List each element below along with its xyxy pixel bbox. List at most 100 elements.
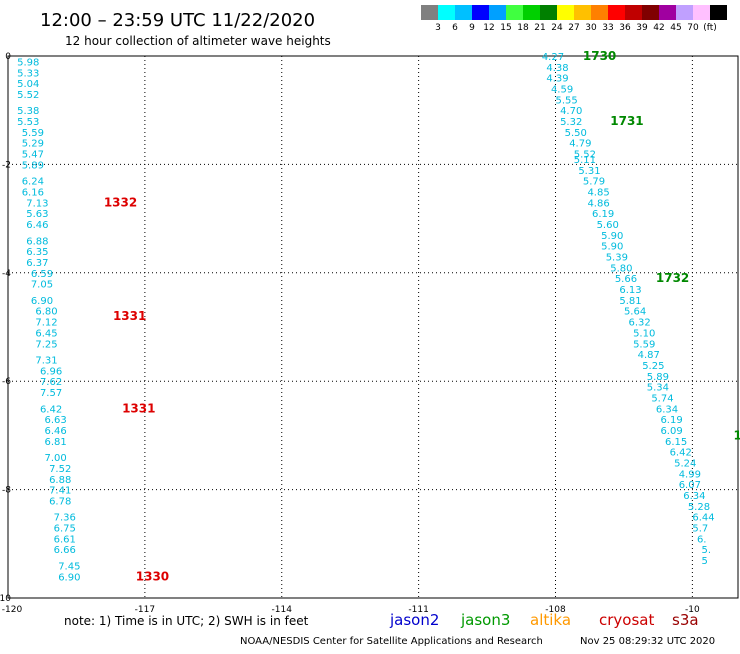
wave-height-value: 6.16 bbox=[22, 188, 44, 199]
wave-height-value: 5 bbox=[702, 556, 708, 567]
colorbar-label: 6 bbox=[452, 23, 458, 33]
wave-height-value: 5.66 bbox=[615, 274, 637, 285]
wave-height-value: 4.85 bbox=[587, 188, 609, 199]
y-tick-label: -10 bbox=[0, 594, 11, 604]
wave-height-value: 6.19 bbox=[660, 415, 682, 426]
satellite-legend-cryosat: cryosat bbox=[599, 611, 654, 629]
wave-height-value: 5.04 bbox=[17, 79, 39, 90]
colorbar-swatch bbox=[591, 5, 608, 20]
wave-height-value: 6.63 bbox=[45, 415, 67, 426]
wave-height-value: 6.80 bbox=[35, 307, 57, 318]
wave-height-value: 6.42 bbox=[670, 448, 692, 459]
colorbar-label: 24 bbox=[551, 23, 563, 33]
colorbar-swatch bbox=[557, 5, 574, 20]
pass-time-label: 1331 bbox=[113, 309, 146, 323]
wave-height-value: 6.19 bbox=[592, 209, 614, 220]
pass-time-label: 1332 bbox=[104, 195, 137, 209]
colorbar-label: 30 bbox=[585, 23, 597, 33]
wave-height-value: 5.34 bbox=[647, 383, 669, 394]
wave-height-value: 7.52 bbox=[49, 464, 71, 475]
colorbar-label: (ft) bbox=[703, 23, 717, 33]
wave-height-value: 6.45 bbox=[35, 328, 57, 339]
wave-height-value: 5.89 bbox=[647, 372, 669, 383]
wave-height-value: 5.29 bbox=[22, 139, 44, 150]
wave-height-value: 6.13 bbox=[619, 285, 641, 296]
colorbar-label: 3 bbox=[435, 23, 441, 33]
x-tick-labels: -120 -117 -114 -111 -108 -10 bbox=[2, 605, 700, 615]
x-tick-label: -108 bbox=[545, 605, 566, 615]
colorbar-swatch bbox=[710, 5, 727, 20]
wave-height-value: 6.44 bbox=[692, 513, 714, 524]
wave-height-value: 5.74 bbox=[651, 393, 673, 404]
wave-height-value: 5.59 bbox=[633, 339, 655, 350]
satellite-legend-s3a: s3a bbox=[672, 611, 699, 629]
wave-height-value: 7.00 bbox=[45, 453, 67, 464]
wave-height-value: 5.64 bbox=[624, 307, 646, 318]
colorbar-label: 39 bbox=[636, 23, 648, 33]
wave-height-value: 6.07 bbox=[679, 480, 701, 491]
wave-height-value: 7.62 bbox=[40, 377, 62, 388]
colorbar-swatch bbox=[625, 5, 642, 20]
y-tick-label: -8 bbox=[2, 486, 11, 496]
wave-height-value: 4.38 bbox=[546, 63, 568, 74]
wave-height-value: 5.59 bbox=[22, 128, 44, 139]
wave-height-value: 5.25 bbox=[642, 361, 664, 372]
satellite-tracks: 5.985.335.045.525.385.535.595.295.475.89… bbox=[17, 49, 740, 583]
satellite-legend-jason3: jason3 bbox=[460, 611, 510, 629]
wave-height-value: 6.88 bbox=[49, 475, 71, 486]
wave-height-value: 7.31 bbox=[35, 356, 57, 367]
footer-note: note: 1) Time is in UTC; 2) SWH is in fe… bbox=[64, 614, 309, 628]
wave-height-value: 5.32 bbox=[560, 117, 582, 128]
colorbar-swatch bbox=[642, 5, 659, 20]
colorbar-label: 36 bbox=[619, 23, 631, 33]
pass-time-label: 1331 bbox=[122, 401, 155, 415]
wave-height-value: 6.90 bbox=[58, 572, 80, 583]
grid-lines bbox=[8, 56, 738, 598]
generated-timestamp: Nov 25 08:29:32 UTC 2020 bbox=[580, 636, 715, 647]
wave-height-value: 5.90 bbox=[601, 242, 623, 253]
wave-height-value: 7.13 bbox=[26, 198, 48, 209]
colorbar-swatch bbox=[693, 5, 710, 20]
pass-time-label: 17 bbox=[733, 428, 740, 442]
wave-height-value: 7.05 bbox=[31, 280, 53, 291]
wave-height-value: 6.81 bbox=[45, 437, 67, 448]
satellite-legend: jason2 jason3 altika cryosat s3a bbox=[389, 611, 699, 629]
wave-height-value: 5.53 bbox=[17, 117, 39, 128]
colorbar-swatch bbox=[421, 5, 438, 20]
colorbar-swatch bbox=[455, 5, 472, 20]
y-tick-label: -2 bbox=[2, 160, 11, 170]
wave-height-value: 6.46 bbox=[26, 220, 48, 231]
wave-height-value: 5.38 bbox=[17, 106, 39, 117]
wave-height-value: 4.79 bbox=[569, 139, 591, 150]
y-tick-labels: 0 -2 -4 -6 -8 -10 bbox=[0, 52, 11, 604]
colorbar-swatch bbox=[676, 5, 693, 20]
wave-height-value: 4.86 bbox=[587, 198, 609, 209]
wave-height-value: 6.34 bbox=[683, 491, 705, 502]
colorbar-label: 18 bbox=[517, 23, 529, 33]
colorbar-label: 21 bbox=[534, 23, 545, 33]
colorbar-label: 15 bbox=[500, 23, 511, 33]
wave-height-value: 5.39 bbox=[606, 253, 628, 264]
wave-height-value: 6.09 bbox=[660, 426, 682, 437]
wave-height-value: 4.99 bbox=[679, 469, 701, 480]
wave-height-value: 4.59 bbox=[551, 85, 573, 96]
wave-height-value: 6.78 bbox=[49, 496, 71, 507]
colorbar-swatch bbox=[523, 5, 540, 20]
wave-height-value: 5.24 bbox=[674, 459, 696, 470]
wave-height-value: 5.28 bbox=[688, 502, 710, 513]
colorbar-label: 45 bbox=[670, 23, 681, 33]
wave-height-value: 6.32 bbox=[629, 318, 651, 329]
satellite-legend-jason2: jason2 bbox=[389, 611, 439, 629]
wave-height-value: 6.24 bbox=[22, 177, 44, 188]
chart-title: 12:00 – 23:59 UTC 11/22/2020 bbox=[40, 10, 315, 31]
wave-height-value: 4.70 bbox=[560, 106, 582, 117]
chart-subtitle: 12 hour collection of altimeter wave hei… bbox=[65, 34, 331, 48]
colorbar-swatch bbox=[489, 5, 506, 20]
x-tick-label: -111 bbox=[408, 605, 428, 615]
colorbar-swatch bbox=[659, 5, 676, 20]
wave-height-value: 5.90 bbox=[601, 231, 623, 242]
wave-height-value: 6.42 bbox=[40, 404, 62, 415]
colorbar-swatch bbox=[540, 5, 557, 20]
